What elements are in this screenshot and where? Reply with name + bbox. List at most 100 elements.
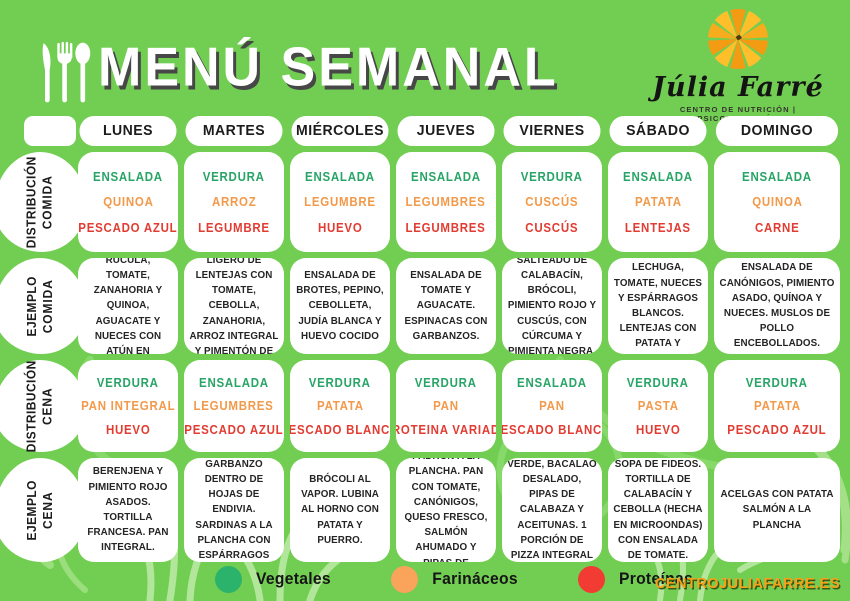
ejemplo-cena-domingo: ACELGAS CON PATATA SALMÓN A LA PLANCHA [714, 458, 840, 562]
proteina-item: CUSCÚS [525, 220, 579, 235]
vegetal-item: ENSALADA [623, 169, 693, 184]
ejemplo-cena-lunes: BERENJENA Y PIMIENTO ROJO ASADOS. TORTIL… [78, 458, 178, 562]
ejemplo-comida-jueves: ENSALADA DE TOMATE Y AGUACATE. ESPINACAS… [396, 258, 496, 354]
farinaceo-item: LEGUMBRE [304, 195, 376, 209]
vegetal-item: VERDURA [308, 375, 372, 390]
farinaceo-item: ARROZ [211, 195, 257, 209]
proteina-item: HUEVO [105, 422, 151, 437]
vegetal-item: VERDURA [202, 169, 266, 184]
proteinas-dot-icon [577, 565, 605, 593]
proteina-item: HUEVO [317, 220, 363, 235]
empty-header-cell [24, 116, 76, 146]
vegetal-item: ENSALADA [742, 169, 812, 184]
day-header-lunes: LUNES [79, 116, 177, 146]
legend-label-vegetales: Vegetales [255, 569, 331, 588]
farinaceo-item: LEGUMBRES [405, 195, 487, 209]
proteina-item: CARNE [754, 220, 800, 235]
dist-cena-sabado: VERDURA PASTA HUEVO [608, 360, 708, 452]
vegetal-item: ENSALADA [517, 375, 587, 390]
brand-name: Júlia Farré [652, 72, 824, 103]
proteina-item: PESCADO AZUL [184, 422, 284, 437]
ejemplo-cena-miercoles: BRÓCOLI AL VAPOR. LUBINA AL HORNO CON PA… [290, 458, 390, 562]
ejemplo-comida-sabado: ENSALADA DE LECHUGA, TOMATE, NUECES Y ES… [608, 258, 708, 354]
ejemplo-comida-martes: ESTOFADO LIGERO DE LENTEJAS CON TOMATE, … [184, 258, 284, 354]
dist-cena-martes: ENSALADA LEGUMBRES PESCADO AZUL [184, 360, 284, 452]
orange-fruit-icon [708, 8, 768, 70]
vegetal-item: VERDURA [745, 375, 809, 390]
row-label-ejemplo-comida: EJEMPLO COMIDA [0, 258, 86, 354]
vegetal-item: ENSALADA [93, 169, 163, 184]
vegetal-item: VERDURA [414, 375, 478, 390]
row-label-distribucion-cena: DISTRIBUCIÓN CENA [0, 360, 86, 452]
proteina-item: LEGUMBRE [198, 220, 270, 235]
farinaceo-item: PAN [539, 399, 565, 413]
row-label-ejemplo-cena: EJEMPLO CENA [0, 458, 86, 562]
ejemplo-cena-viernes: ENSALADA VERDE, BACALAO DESALADO, PIPAS … [502, 458, 602, 562]
dist-comida-viernes: VERDURA CUSCÚS CUSCÚS [502, 152, 602, 252]
dist-comida-lunes: ENSALADA QUINOA PESCADO AZUL [78, 152, 178, 252]
dist-comida-jueves: ENSALADA LEGUMBRES LEGUMBRES [396, 152, 496, 252]
ejemplo-comida-domingo: ENSALADA DE CANÓNIGOS, PIMIENTO ASADO, Q… [714, 258, 840, 354]
vegetal-item: VERDURA [626, 375, 690, 390]
legend-label-farinaceos: Farináceos [432, 569, 518, 588]
farinaceo-item: PASTA [637, 399, 679, 413]
dist-comida-miercoles: ENSALADA LEGUMBRE HUEVO [290, 152, 390, 252]
day-header-sabado: SÁBADO [609, 116, 707, 146]
ejemplo-cena-sabado: SOPA DE FIDEOS. TORTILLA DE CALABACÍN Y … [608, 458, 708, 562]
legend-item-farinaceos: Farináceos [390, 565, 520, 593]
ejemplo-comida-lunes: ENSALADA DE RÚCULA, TOMATE, ZANAHORIA Y … [78, 258, 178, 354]
farinaceo-item: PATATA [753, 399, 801, 413]
dist-cena-miercoles: VERDURA PATATA PESCADO BLANCO [290, 360, 390, 452]
proteina-item: HUEVO [635, 422, 681, 437]
ejemplo-cena-martes: HUMUS DE GARBANZO DENTRO DE HOJAS DE END… [184, 458, 284, 562]
dist-comida-sabado: ENSALADA PATATA LENTEJAS [608, 152, 708, 252]
legend-item-proteinas: Proteínas [577, 565, 695, 593]
farinaceo-item: CUSCÚS [525, 195, 579, 209]
ejemplo-comida-miercoles: ENSALADA DE BROTES, PEPINO, CEBOLLETA, J… [290, 258, 390, 354]
proteina-item: LENTEJAS [625, 220, 691, 235]
dist-cena-lunes: VERDURA PAN INTEGRAL HUEVO [78, 360, 178, 452]
dist-cena-viernes: ENSALADA PAN PESCADO BLANCO [502, 360, 602, 452]
ejemplo-comida-viernes: SALTEADO DE CALABACÍN, BRÓCOLI, PIMIENTO… [502, 258, 602, 354]
proteina-item: PESCADO BLANCO [290, 422, 390, 437]
vegetal-item: VERDURA [96, 375, 160, 390]
farinaceo-item: QUINOA [751, 195, 803, 209]
brand-logo: Júlia Farré CENTRO DE NUTRICIÓN | PSICON… [638, 6, 838, 123]
day-header-domingo: DOMINGO [715, 116, 839, 146]
proteina-item: PROTEINA VARIADA [396, 422, 496, 437]
farinaceo-item: PATATA [634, 195, 682, 209]
day-header-martes: MARTES [185, 116, 283, 146]
ejemplo-cena-jueves: PIMIENTOS DE PADRÓN A LA PLANCHA. PAN CO… [396, 458, 496, 562]
proteina-item: PESCADO BLANCO [502, 422, 602, 437]
farinaceo-item: PATATA [316, 399, 364, 413]
day-header-viernes: VIERNES [503, 116, 601, 146]
vegetales-dot-icon [215, 565, 242, 593]
farinaceos-dot-icon [390, 565, 418, 593]
dist-cena-jueves: VERDURA PAN PROTEINA VARIADA [396, 360, 496, 452]
cutlery-icon [42, 41, 91, 103]
farinaceo-item: PAN [433, 399, 459, 413]
farinaceo-item: LEGUMBRES [193, 399, 275, 413]
dist-comida-martes: VERDURA ARROZ LEGUMBRE [184, 152, 284, 252]
dist-cena-domingo: VERDURA PATATA PESCADO AZUL [714, 360, 840, 452]
legend: Vegetales Farináceos Proteínas [215, 562, 695, 596]
farinaceo-item: PAN INTEGRAL [80, 399, 176, 413]
proteina-item: LEGUMBRES [405, 220, 487, 235]
vegetal-item: ENSALADA [305, 169, 375, 184]
day-header-jueves: JUEVES [397, 116, 495, 146]
vegetal-item: VERDURA [520, 169, 584, 184]
legend-label-proteinas: Proteínas [618, 569, 693, 588]
legend-item-vegetales: Vegetales [215, 565, 333, 593]
proteina-item: PESCADO AZUL [78, 220, 178, 235]
vegetal-item: ENSALADA [411, 169, 481, 184]
page-title: MENÚ SEMANAL [98, 37, 559, 98]
day-header-miercoles: MIÉRCOLES [291, 116, 389, 146]
dist-comida-domingo: ENSALADA QUINOA CARNE [714, 152, 840, 252]
vegetal-item: ENSALADA [199, 375, 269, 390]
menu-table: LUNES MARTES MIÉRCOLES JUEVES VIERNES SÁ… [0, 116, 840, 562]
proteina-item: PESCADO AZUL [727, 422, 827, 437]
farinaceo-item: QUINOA [102, 195, 154, 209]
row-label-distribucion-comida: DISTRIBUCIÓN COMIDA [0, 152, 86, 252]
website-link[interactable]: CENTROJULIAFARRE.ES [654, 576, 840, 592]
